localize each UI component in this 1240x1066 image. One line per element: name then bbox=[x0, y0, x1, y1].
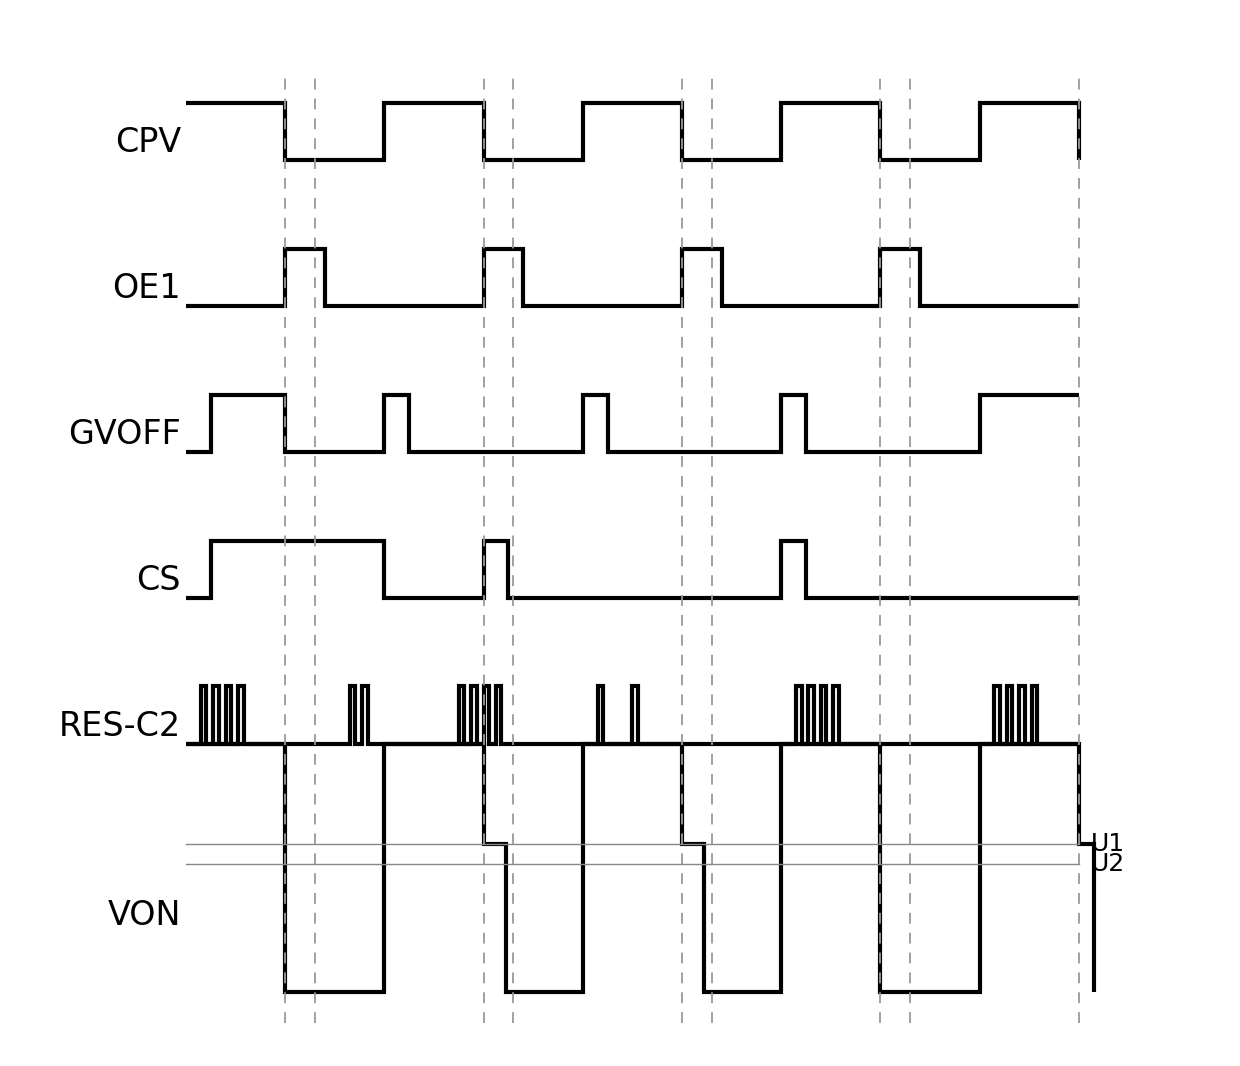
Text: CPV: CPV bbox=[115, 127, 181, 160]
Text: VON: VON bbox=[108, 899, 181, 932]
Text: U2: U2 bbox=[1091, 852, 1126, 876]
Text: CS: CS bbox=[136, 564, 181, 597]
Text: RES-C2: RES-C2 bbox=[58, 710, 181, 743]
Text: U1: U1 bbox=[1091, 833, 1126, 856]
Text: GVOFF: GVOFF bbox=[68, 418, 181, 451]
Text: OE1: OE1 bbox=[113, 273, 181, 306]
